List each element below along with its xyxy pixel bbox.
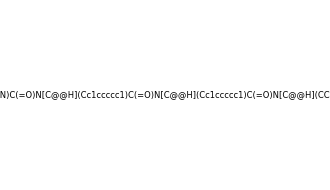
Text: NCCCC[C@@H](N)C(=O)N[C@@H](Cc1ccccc1)C(=O)N[C@@H](Cc1ccccc1)C(=O)N[C@@H](CCC(O)=: NCCCC[C@@H](N)C(=O)N[C@@H](Cc1ccccc1)C(=… <box>0 90 330 100</box>
